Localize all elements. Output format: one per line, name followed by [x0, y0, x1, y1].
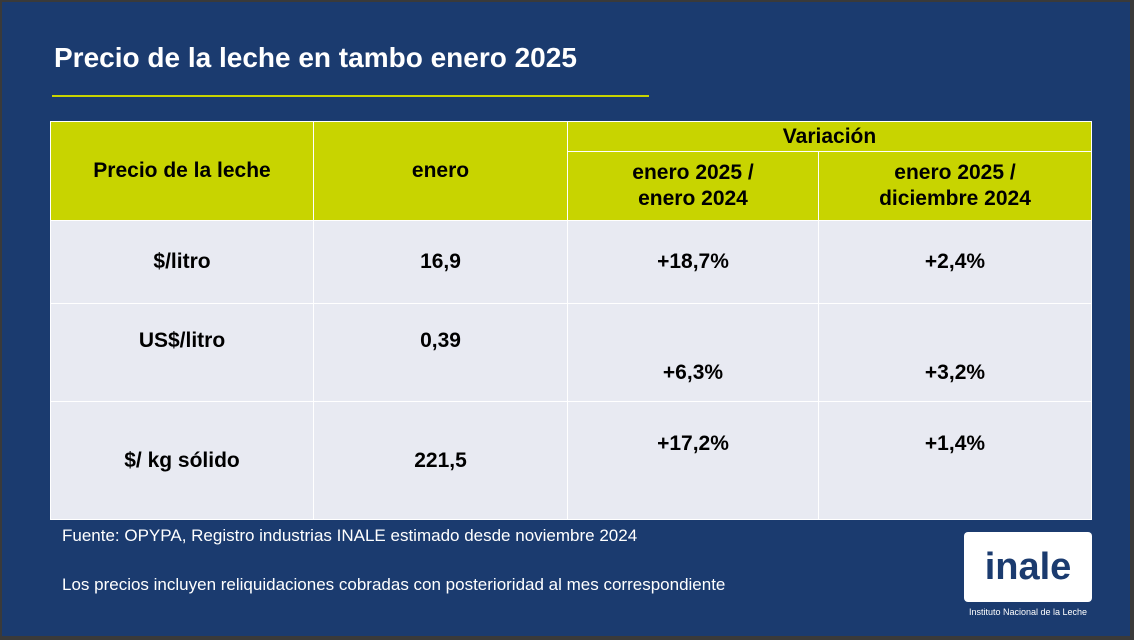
header-var-anual: enero 2025 / enero 2024 — [567, 151, 819, 221]
header-price-label: Precio de la leche — [50, 121, 314, 221]
inale-logo-caption: Instituto Nacional de la Leche — [968, 607, 1088, 617]
header-var-anual-line1: enero 2025 / — [632, 161, 754, 184]
table-row: $/ kg sólido 221,5 +17,2% +1,4% — [50, 401, 1092, 520]
row-label: $/litro — [50, 220, 314, 304]
price-table: Precio de la leche enero Variación enero… — [50, 121, 1092, 520]
row-var-anual: +6,3% — [567, 303, 819, 402]
inale-logo: inale — [964, 532, 1092, 602]
header-var-mensual-line1: enero 2025 / — [894, 161, 1016, 184]
header-var-anual-line2: enero 2024 — [638, 187, 748, 210]
row-var-anual: +17,2% — [567, 401, 819, 520]
row-var-anual: +18,7% — [567, 220, 819, 304]
header-var-mensual: enero 2025 / diciembre 2024 — [818, 151, 1092, 221]
inale-logo-text: inale — [984, 545, 1072, 588]
header-enero: enero — [313, 121, 568, 221]
row-var-mensual: +1,4% — [818, 401, 1092, 520]
header-var-mensual-line2: diciembre 2024 — [879, 187, 1031, 210]
row-enero-value: 221,5 — [313, 401, 568, 520]
row-var-mensual: +2,4% — [818, 220, 1092, 304]
row-label: US$/litro — [50, 303, 314, 402]
source-note: Fuente: OPYPA, Registro industrias INALE… — [62, 526, 638, 545]
row-var-mensual: +3,2% — [818, 303, 1092, 402]
header-variacion: Variación — [567, 121, 1092, 152]
table-row: US$/litro 0,39 +6,3% +3,2% — [50, 303, 1092, 402]
table-row: $/litro 16,9 +18,7% +2,4% — [50, 220, 1092, 304]
slide-title: Precio de la leche en tambo enero 2025 — [54, 42, 577, 73]
row-enero-value: 16,9 — [313, 220, 568, 304]
row-enero-value: 0,39 — [313, 303, 568, 402]
title-underline — [52, 95, 649, 97]
price-note: Los precios incluyen reliquidaciones cob… — [62, 575, 726, 594]
row-label: $/ kg sólido — [50, 401, 314, 520]
